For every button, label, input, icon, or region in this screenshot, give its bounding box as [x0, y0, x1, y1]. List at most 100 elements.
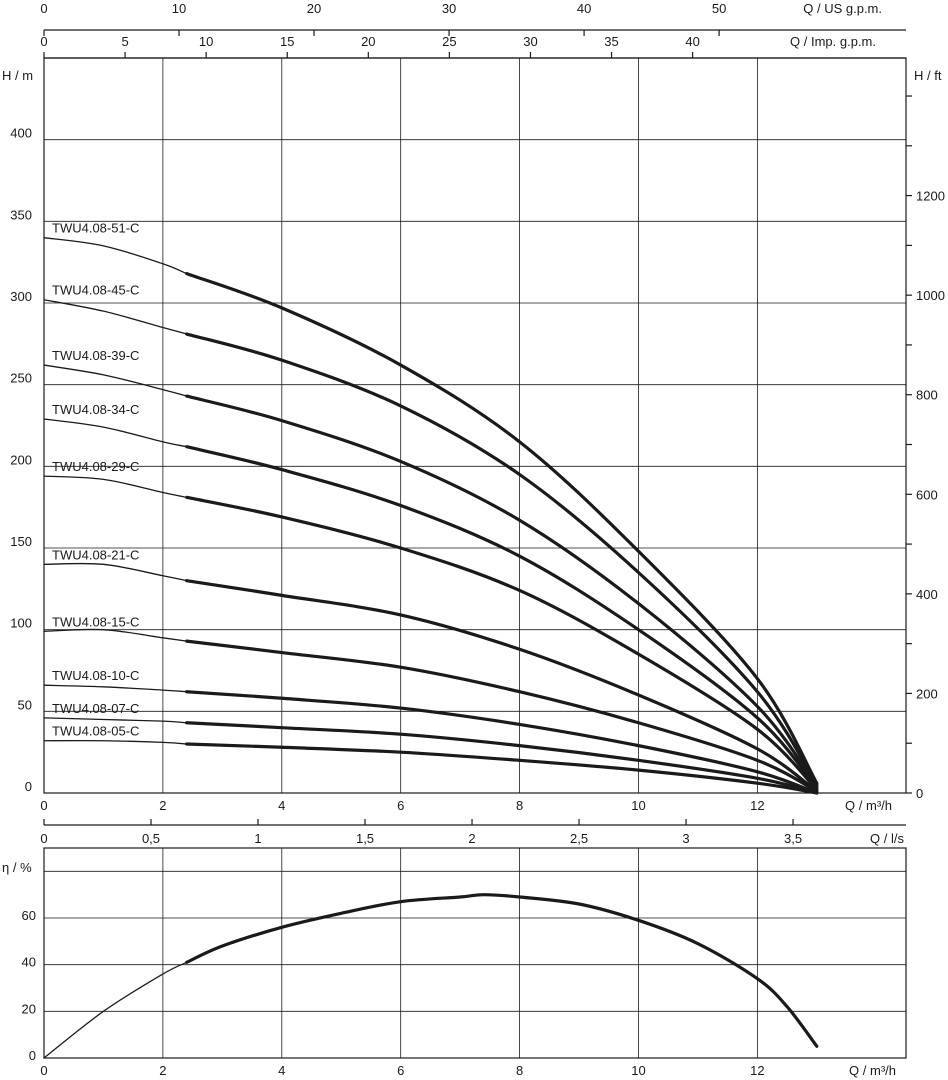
ls-axis-title: Q / l/s: [870, 831, 904, 846]
series-twu4-08-34-c-curve: [185, 445, 819, 790]
head-y-tick-label: 300: [10, 289, 32, 304]
series-twu4-08-05-c-curve: [185, 742, 819, 795]
series-twu4-08-05-c-curve-thin: [43, 739, 188, 745]
series-twu4-08-39-c-label: TWU4.08-39-C: [52, 348, 139, 363]
head-grid: [43, 57, 912, 794]
series-twu4-08-15-c-curve: [185, 639, 819, 793]
us-gpm-tick-label: 0: [40, 1, 47, 16]
imp-gpm-tick-label: 35: [604, 34, 618, 49]
series-twu4-08-51-c-curve: [185, 272, 819, 785]
efficiency-plot-frame: [43, 847, 907, 1059]
top-flow-axes: 0 10 20 30 40 50 Q / US g.p.m. 0 5 10 15 20 25 30 35 40…: [40, 1, 906, 59]
us-gpm-tick-label: 20: [307, 1, 321, 16]
imp-gpm-axis-title: Q / Imp. g.p.m.: [790, 34, 876, 49]
head-y-tick-label: 350: [10, 207, 32, 222]
head-y-tick-label: 0: [25, 779, 32, 794]
efficiency-x-tick-label: 0: [40, 1063, 47, 1078]
imp-gpm-tick-label: 10: [199, 34, 213, 49]
head-ft-tick-label: 1000: [916, 288, 945, 303]
efficiency-tick-labels: 0 20 40 60 η / % 0 2 4 6 8 10 12 Q / m³/h: [2, 860, 896, 1078]
head-x-tick-label: 6: [397, 798, 404, 813]
head-y-tick-label: 200: [10, 452, 32, 467]
head-ft-axis-title: H / ft: [914, 68, 942, 83]
efficiency-curve-panel: 0 20 40 60 η / % 0 2 4 6 8 10 12 Q / m³/h: [2, 847, 907, 1078]
efficiency-y-tick-label: 0: [29, 1048, 36, 1063]
series-twu4-08-45-c-label: TWU4.08-45-C: [52, 283, 139, 298]
efficiency-y-axis-title: η / %: [2, 860, 32, 875]
head-plot-frame: [43, 57, 907, 794]
series-twu4-08-45-c-curve-thin: [43, 299, 188, 335]
head-x-tick-label: 10: [631, 798, 645, 813]
series-twu4-08-10-c-label: TWU4.08-10-C: [52, 668, 139, 683]
us-gpm-tick-label: 10: [172, 1, 186, 16]
ls-tick-label: 2,5: [570, 831, 588, 846]
head-ft-tick-label: 200: [916, 686, 938, 701]
efficiency-y-tick-label: 60: [22, 908, 36, 923]
efficiency-y-tick-label: 40: [22, 955, 36, 970]
imp-gpm-tick-label: 15: [280, 34, 294, 49]
ls-tick-label: 3,5: [784, 831, 802, 846]
imp-gpm-tick-label: 5: [121, 34, 128, 49]
efficiency-curves: [43, 893, 819, 1059]
efficiency-curve: [185, 893, 819, 1048]
series-twu4-08-15-c-label: TWU4.08-15-C: [52, 614, 139, 629]
efficiency-y-tick-label: 20: [22, 1001, 36, 1016]
head-x-tick-label: 12: [750, 798, 764, 813]
series-twu4-08-51-c-label: TWU4.08-51-C: [52, 221, 139, 236]
imp-gpm-tick-label: 25: [442, 34, 456, 49]
ls-tick-label: 1: [254, 831, 261, 846]
series-twu4-08-21-c-curve: [185, 579, 819, 793]
head-ft-tick-label: 400: [916, 587, 938, 602]
efficiency-x-tick-label: 2: [159, 1063, 166, 1078]
series-twu4-08-10-c-curve-thin: [43, 684, 188, 693]
head-y-tick-label: 100: [10, 616, 32, 631]
series-twu4-08-39-c-curve-thin: [43, 364, 188, 397]
ls-tick-label: 3: [682, 831, 689, 846]
series-twu4-08-07-c-curve-thin: [43, 717, 188, 724]
efficiency-x-tick-label: 8: [516, 1063, 523, 1078]
series-twu4-08-10-c-curve: [185, 690, 819, 795]
middle-flow-axes: 0 0,5 1 1,5 2 2,5 3 3,5 Q / l/s: [40, 819, 906, 846]
series-twu4-08-21-c-label: TWU4.08-21-C: [52, 547, 139, 562]
efficiency-grid: [43, 847, 907, 1059]
series-twu4-08-05-c-label: TWU4.08-05-C: [52, 724, 139, 739]
head-y-tick-label: 400: [10, 126, 32, 141]
imp-gpm-tick-label: 30: [523, 34, 537, 49]
head-ft-tick-label: 1200: [916, 189, 945, 204]
imp-gpm-tick-label: 40: [685, 34, 699, 49]
series-twu4-08-29-c-curve-thin: [43, 475, 188, 499]
series-twu4-08-39-c-curve: [185, 394, 819, 789]
series-twu4-08-29-c-curve: [185, 495, 819, 792]
series-twu4-08-15-c-curve-thin: [43, 628, 188, 642]
head-x-tick-label: 0: [40, 798, 47, 813]
head-x-tick-label: 8: [516, 798, 523, 813]
ls-tick-label: 2: [468, 831, 475, 846]
head-curves: TWU4.08-51-C TWU4.08-45-C TWU4.08-39-C TWU4…: [43, 221, 819, 795]
ls-tick-label: 0: [40, 831, 47, 846]
series-twu4-08-07-c-curve: [185, 721, 819, 795]
series-twu4-08-45-c-curve: [185, 332, 819, 787]
efficiency-x-tick-label: 10: [631, 1063, 645, 1078]
ls-tick-label: 0,5: [142, 831, 160, 846]
series-twu4-08-21-c-curve-thin: [43, 562, 188, 582]
efficiency-x-tick-label: 4: [278, 1063, 285, 1078]
head-y-axis-title: H / m: [2, 68, 33, 83]
head-x-tick-label: 4: [278, 798, 285, 813]
us-gpm-tick-label: 30: [442, 1, 456, 16]
head-curve-panel: TWU4.08-51-C TWU4.08-45-C TWU4.08-39-C TWU4…: [2, 57, 945, 813]
head-y-tick-label: 50: [18, 697, 32, 712]
us-gpm-tick-label: 40: [577, 1, 591, 16]
ls-tick-label: 1,5: [356, 831, 374, 846]
head-ft-tick-label: 0: [916, 786, 923, 801]
efficiency-x-tick-label: 12: [750, 1063, 764, 1078]
head-y-tick-label: 150: [10, 534, 32, 549]
head-y-tick-label: 250: [10, 371, 32, 386]
efficiency-x-tick-label: 6: [397, 1063, 404, 1078]
us-gpm-tick-label: 50: [712, 1, 726, 16]
us-gpm-axis-title: Q / US g.p.m.: [803, 1, 882, 16]
head-x-axis-title: Q / m³/h: [845, 798, 892, 813]
imp-gpm-tick-label: 0: [40, 34, 47, 49]
efficiency-curve-thin: [43, 961, 188, 1059]
